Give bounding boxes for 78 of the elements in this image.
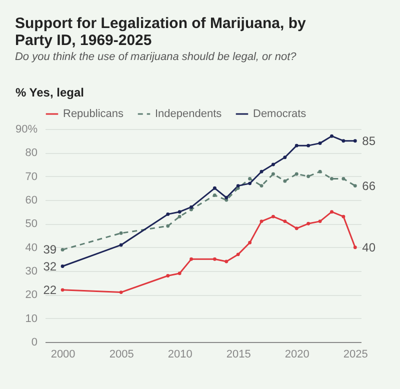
x-tick-label: 2010	[168, 348, 192, 360]
point	[119, 243, 123, 247]
y-tick-label: 80	[25, 147, 38, 160]
data-label: 39	[43, 242, 57, 257]
point	[60, 248, 64, 252]
point	[60, 264, 64, 268]
point	[283, 179, 287, 183]
point	[60, 288, 64, 292]
point	[212, 257, 216, 261]
data-label: 40	[362, 240, 376, 254]
y-tick-label: 10	[25, 312, 38, 325]
point	[353, 184, 357, 188]
point	[166, 212, 170, 216]
point	[224, 260, 228, 264]
y-tick-label: 70	[25, 170, 38, 183]
x-tick-label: 2020	[284, 348, 310, 360]
point	[271, 172, 275, 176]
point	[306, 144, 310, 148]
y-tick-label: 30	[25, 266, 38, 278]
point	[318, 220, 322, 224]
data-label: 22	[43, 282, 57, 297]
x-tick-label: 2000	[50, 348, 76, 360]
data-label: 66	[362, 178, 376, 193]
point	[283, 220, 287, 224]
chart-title: Support for Legalization of Marijuana, by Party ID, 1969-2025	[14, 15, 306, 49]
point	[248, 176, 252, 180]
data-label: 85	[362, 134, 376, 148]
point	[294, 226, 298, 230]
point	[248, 240, 252, 244]
legend-label: Democrats	[253, 108, 307, 120]
y-tick-label: 20	[25, 289, 38, 302]
point	[342, 176, 346, 180]
point	[294, 172, 298, 176]
y-tick-label: 0	[31, 336, 38, 348]
point	[330, 210, 334, 214]
legend-label: Independents	[155, 108, 222, 120]
point	[342, 139, 346, 143]
point	[248, 182, 252, 186]
point	[318, 141, 322, 145]
point	[306, 174, 310, 178]
x-tick-label: 2015	[226, 348, 251, 360]
point	[212, 186, 216, 190]
chart-subtitle: Do you think the use of marijuana should be legal, or not?	[14, 51, 298, 63]
point	[260, 220, 264, 224]
point	[318, 170, 322, 174]
point	[212, 194, 216, 197]
point	[119, 290, 123, 294]
point	[330, 176, 334, 180]
point	[353, 139, 357, 143]
y-tick-label: 50	[25, 218, 38, 230]
y-axis-title: % Yes, legal	[16, 86, 84, 100]
y-tick-label: 90%	[15, 124, 38, 136]
point	[178, 214, 182, 218]
point	[119, 231, 123, 235]
point	[260, 170, 264, 174]
point	[236, 252, 240, 256]
point	[330, 134, 334, 138]
legend-label: Republicans	[63, 108, 124, 120]
point	[190, 205, 194, 209]
point	[306, 222, 310, 226]
y-tick-label: 40	[25, 242, 38, 254]
point	[294, 144, 298, 148]
point	[260, 184, 264, 188]
point	[224, 196, 228, 200]
point	[166, 274, 170, 278]
point	[190, 257, 194, 261]
point	[342, 214, 346, 218]
point	[353, 246, 357, 250]
y-tick-label: 60	[25, 194, 38, 206]
point	[271, 214, 275, 218]
data-label: 32	[43, 259, 57, 274]
x-tick-label: 2025	[343, 348, 368, 360]
point	[166, 224, 170, 228]
point	[178, 210, 182, 214]
x-tick-label: 2005	[109, 348, 134, 360]
point	[283, 156, 287, 160]
point	[178, 272, 182, 276]
point	[271, 162, 275, 166]
